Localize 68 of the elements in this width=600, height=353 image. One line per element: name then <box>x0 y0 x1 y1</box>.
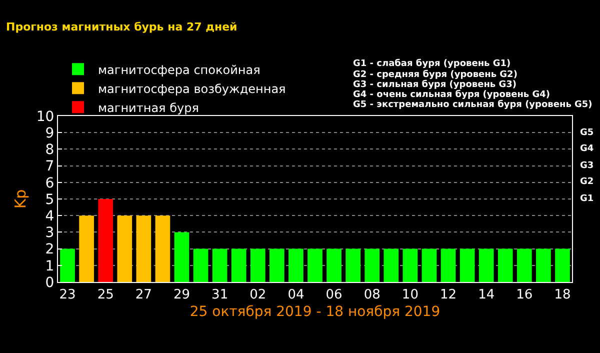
bar <box>231 248 246 282</box>
bar <box>79 216 94 282</box>
bar <box>498 248 513 282</box>
legend-label: магнитная буря <box>98 100 199 115</box>
bar <box>555 248 570 282</box>
bar <box>60 248 75 282</box>
chart-title: Прогноз магнитных бурь на 27 дней <box>6 20 238 34</box>
y-tick-label: 5 <box>45 192 54 208</box>
x-tick-label: 10 <box>402 288 418 303</box>
text: G3 <box>580 161 594 171</box>
x-axis-title: 25 октября 2019 - 18 ноября 2019 <box>190 304 440 320</box>
x-tick-label: 23 <box>59 288 76 303</box>
bar <box>212 248 228 282</box>
y-tick-label: 9 <box>45 126 54 142</box>
x-tick-label: 12 <box>440 288 457 303</box>
x-tick-label: 27 <box>135 288 152 303</box>
text: G4 - очень сильная буря (уровень G4) <box>353 89 550 100</box>
y-tick-label: 10 <box>36 108 54 125</box>
bar <box>136 216 152 282</box>
x-tick-label: 02 <box>250 288 266 303</box>
bar <box>422 248 437 282</box>
legend-label: магнитосфера спокойная <box>98 62 260 77</box>
bar <box>364 248 380 282</box>
text: G2 - средняя буря (уровень G2) <box>353 69 518 80</box>
text: G3 - сильная буря (уровень G3) <box>353 79 516 90</box>
bar <box>478 248 494 282</box>
legend-label: магнитосфера возбужденная <box>98 82 286 96</box>
bar <box>536 248 551 282</box>
bar <box>270 248 284 282</box>
x-tick-label: 18 <box>554 288 571 303</box>
bar <box>384 248 399 282</box>
y-tick-label: 8 <box>45 142 54 158</box>
text: G4 <box>580 144 594 154</box>
y-tick-label: 6 <box>45 175 54 192</box>
bar <box>250 248 266 282</box>
y-tick-label: 7 <box>45 158 54 175</box>
y-axis-title: Kp <box>12 189 30 209</box>
bar <box>402 248 418 282</box>
bar <box>308 248 322 282</box>
y-tick-label: 2 <box>45 242 54 258</box>
text: G1 <box>580 194 594 204</box>
bar <box>174 232 190 282</box>
bar <box>460 248 475 282</box>
x-tick-label: 04 <box>288 288 304 303</box>
text: G1 - слабая буря (уровень G1) <box>353 58 511 69</box>
bar <box>440 248 456 282</box>
bar <box>346 248 360 282</box>
x-tick-label: 29 <box>173 288 190 303</box>
text: G5 - экстремально сильная буря (уровень G5) <box>353 99 592 110</box>
bar <box>155 216 170 282</box>
bar <box>117 216 132 282</box>
y-tick-label: 4 <box>45 208 54 224</box>
x-tick-label: 08 <box>364 288 380 303</box>
y-tick-label: 0 <box>45 274 54 291</box>
bar <box>98 199 114 282</box>
x-tick-label: 06 <box>326 288 342 303</box>
bar <box>193 248 208 282</box>
text: G2 <box>580 177 594 187</box>
bar <box>326 248 342 282</box>
bar <box>516 248 532 282</box>
x-tick-label: 16 <box>516 288 533 303</box>
bar <box>288 248 304 282</box>
y-tick-label: 3 <box>45 225 54 242</box>
x-tick-label: 31 <box>212 288 228 303</box>
y-tick-label: 1 <box>45 258 54 274</box>
x-tick-label: 14 <box>478 288 495 303</box>
x-tick-label: 25 <box>97 288 114 303</box>
text: G5 <box>580 128 594 138</box>
